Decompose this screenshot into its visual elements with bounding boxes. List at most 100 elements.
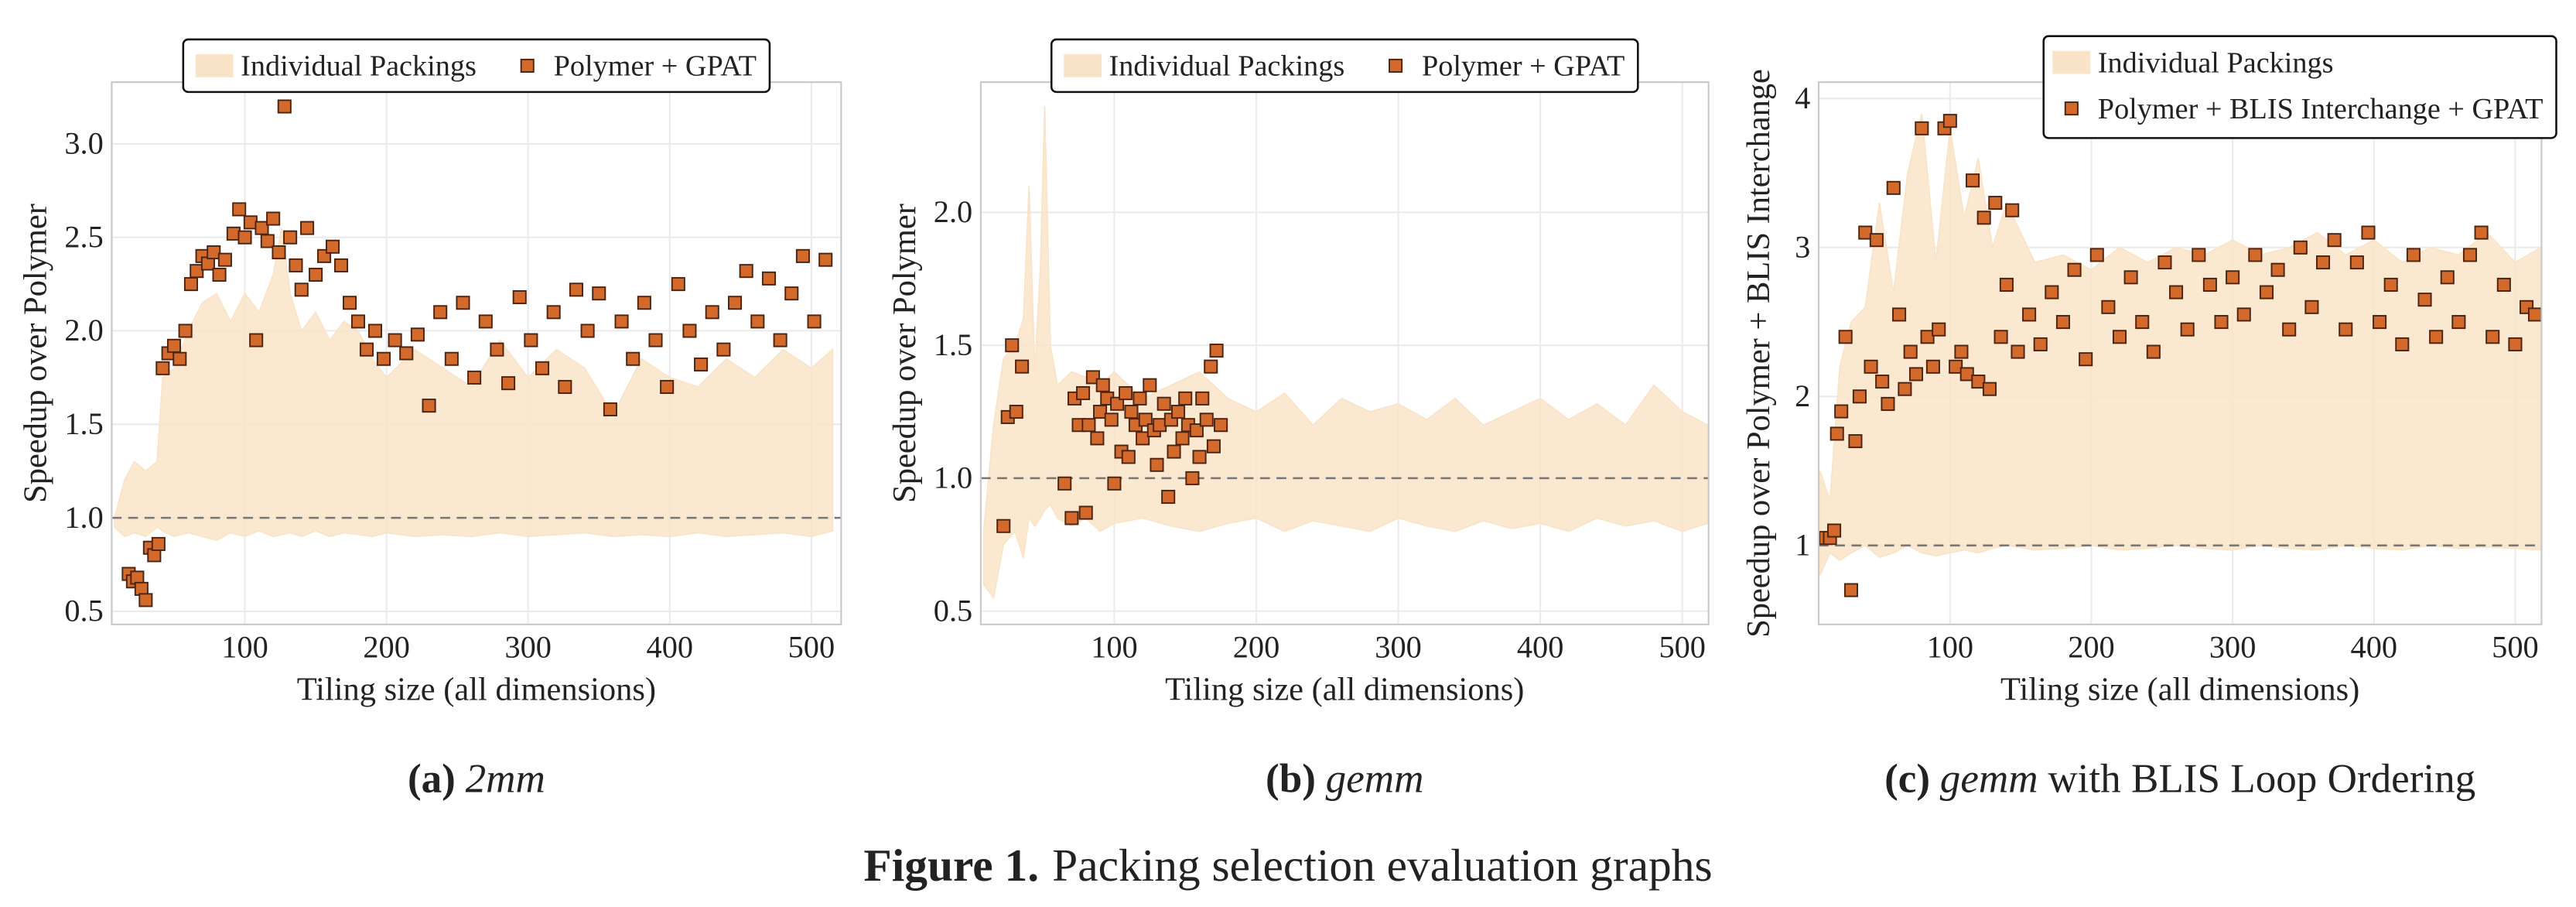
marker (795, 248, 810, 263)
marker (1192, 450, 1207, 464)
y-tick-label: 0.5 (934, 593, 972, 628)
marker (2327, 233, 2342, 248)
x-tick-label: 300 (1375, 629, 1422, 664)
marker (2022, 307, 2037, 322)
marker (410, 327, 425, 342)
marker (367, 323, 382, 338)
marker (2045, 285, 2059, 299)
marker (1133, 391, 1147, 406)
marker (1993, 330, 2008, 344)
marker (277, 99, 292, 114)
marker (1185, 471, 1200, 485)
marker (456, 296, 470, 310)
marker (1161, 489, 1176, 504)
legend-swatch (2052, 50, 2091, 74)
marker (2202, 277, 2217, 292)
x-tick-label: 400 (2351, 629, 2398, 664)
marker (1064, 511, 1079, 525)
marker (501, 376, 516, 391)
marker (580, 323, 595, 338)
marker (1999, 277, 2014, 292)
y-tick-label: 1.5 (934, 327, 972, 362)
chart: 100 200 300 400 500 0.5 1.0 1.5 2.0 2.5 3.0 Tiling … (17, 38, 842, 801)
marker (2259, 285, 2274, 299)
marker (1178, 391, 1193, 406)
marker (1136, 431, 1150, 446)
marker (2236, 307, 2251, 322)
marker (2089, 248, 2104, 262)
x-tick-label: 500 (2492, 629, 2539, 664)
marker (183, 277, 198, 292)
plot-frame (979, 81, 1710, 625)
marker (1892, 307, 1907, 322)
marker (660, 379, 675, 394)
marker (2373, 315, 2387, 330)
x-tick-label: 200 (363, 629, 410, 664)
chart: 100 200 300 400 500 0.5 1.0 1.5 2.0 Tiling size (… (887, 38, 1710, 801)
marker (138, 593, 153, 608)
marker (535, 361, 550, 375)
marker (1881, 396, 1895, 411)
marker (1971, 375, 1986, 389)
marker (1204, 359, 1218, 374)
marker (2192, 248, 2206, 262)
x-axis-label: Tiling size (all dimensions) (297, 671, 656, 707)
marker (1009, 405, 1023, 419)
marker (1908, 367, 1924, 382)
marker (2496, 277, 2511, 292)
marker (1076, 385, 1091, 401)
marker (1081, 418, 1096, 433)
marker (2146, 344, 2161, 359)
marker (1959, 367, 1974, 382)
marker (784, 286, 799, 301)
x-tick-label: 100 (1091, 629, 1138, 664)
marker (422, 399, 436, 413)
marker (2248, 248, 2263, 262)
marker (637, 296, 651, 310)
legend-frame (2042, 35, 2557, 139)
subcaption-name: gemm (1326, 756, 1424, 801)
x-axis-label: Tiling size (all dimensions) (1165, 671, 1524, 707)
marker (2005, 203, 2020, 217)
marker (359, 342, 374, 357)
marker (2508, 337, 2523, 351)
marker (739, 264, 753, 279)
marker (283, 230, 298, 245)
marker (807, 314, 822, 329)
marker (569, 282, 583, 297)
marker (1827, 523, 1842, 538)
marker (2180, 322, 2195, 337)
marker (1150, 457, 1164, 472)
y-tick-label: 2 (1795, 378, 1810, 413)
figure-caption-text: Packing selection evaluation graphs (1052, 840, 1712, 891)
marker (2440, 270, 2455, 285)
marker (1195, 391, 1210, 406)
marker (750, 314, 765, 329)
legend-label: Individual Packings (1109, 50, 1345, 83)
marker (444, 351, 459, 366)
marker (614, 314, 629, 329)
marker (490, 342, 504, 357)
marker (2157, 255, 2172, 270)
marker (603, 402, 617, 416)
marker (1121, 450, 1136, 464)
subcaption-label: (c) (1884, 756, 1930, 801)
marker (166, 338, 182, 353)
marker (1078, 505, 1093, 520)
marker (1869, 233, 1884, 248)
legend-label: Polymer + BLIS Interchange + GPAT (2098, 93, 2544, 125)
marker (326, 239, 340, 254)
marker (694, 357, 709, 372)
marker (2226, 270, 2240, 285)
marker (433, 305, 448, 320)
legend-marker (1389, 58, 1403, 73)
marker (1209, 344, 1224, 358)
marker (1015, 359, 1030, 374)
marker (333, 258, 349, 272)
marker (2112, 330, 2127, 344)
marker (1954, 344, 1969, 359)
marker (266, 211, 281, 226)
marker (190, 264, 204, 279)
marker (1898, 382, 1912, 396)
marker (1903, 344, 1918, 359)
